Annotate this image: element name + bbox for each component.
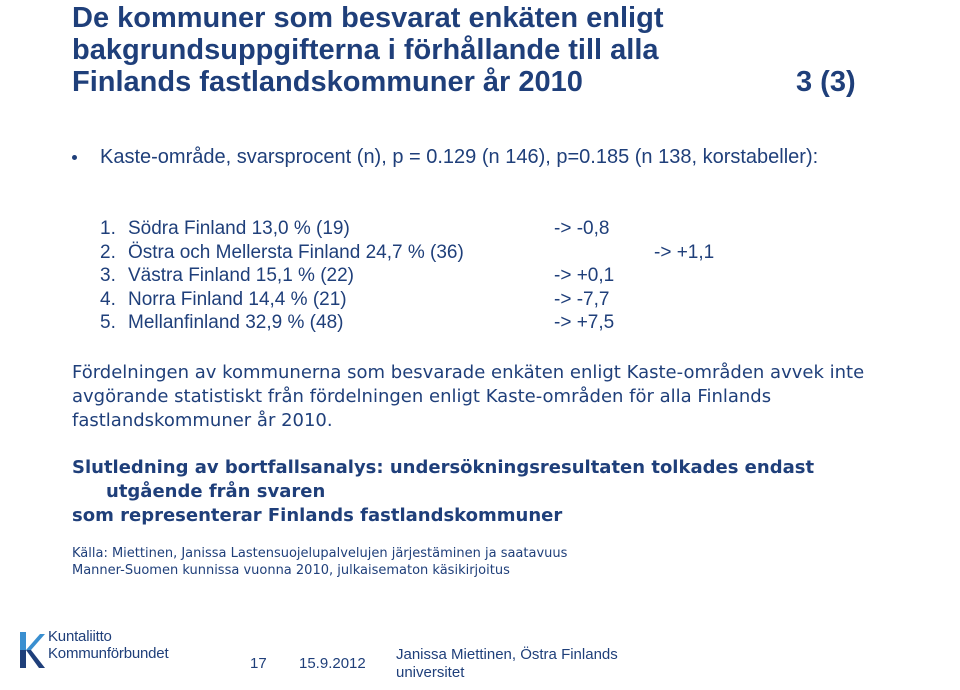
logo-line-2: Kommunförbundet	[48, 645, 169, 662]
slide-title: De kommuner som besvarat enkäten enligt …	[72, 2, 902, 98]
region-number: 5.	[100, 312, 116, 333]
source-line-1: Källa: Miettinen, Janissa Lastensuojelup…	[72, 546, 568, 561]
region-number: 1.	[100, 218, 116, 239]
kuntaliitto-logo: Kuntaliitto Kommunförbundet	[18, 628, 188, 672]
title-line-2: bakgrundsuppgifterna i förhållande till …	[72, 34, 659, 66]
region-delta: -> -0,8	[554, 218, 610, 239]
logo-line-1: Kuntaliitto	[48, 628, 112, 645]
conclusion-text: Slutledning av bortfallsanalys: undersök…	[72, 456, 942, 528]
region-number: 4.	[100, 288, 116, 310]
distribution-paragraph: Fördelningen av kommunerna som besvarade…	[72, 362, 865, 431]
region-delta: -> +1,1	[654, 241, 715, 263]
conclusion-line-3: som representerar Finlands fastlandskomm…	[72, 505, 563, 526]
region-item-2: 2. Östra och Mellersta Finland 24,7 % (3…	[100, 241, 800, 265]
region-delta: -> +0,1	[554, 265, 615, 286]
region-item-4: 4. Norra Finland 14,4 % (21) -> -7,7	[100, 288, 800, 312]
region-name: Östra och Mellersta Finland 24,7 % (36)	[128, 241, 464, 263]
kuntaliitto-logo-icon	[20, 632, 45, 668]
region-list: 1. Södra Finland 13,0 % (19) -> -0,8 2. …	[100, 217, 800, 335]
bullet-text: Kaste-område, svarsprocent (n), p = 0.12…	[100, 146, 819, 168]
region-number: 3.	[100, 265, 116, 286]
region-name: Södra Finland 13,0 % (19)	[128, 218, 350, 239]
region-delta: -> +7,5	[554, 312, 615, 333]
region-item-5: 5. Mellanfinland 32,9 % (48) -> +7,5	[100, 311, 800, 335]
region-item-1: 1. Södra Finland 13,0 % (19) -> -0,8	[100, 217, 800, 241]
source-line-2: Manner-Suomen kunnissa vuonna 2010, julk…	[72, 563, 510, 578]
title-page-count: 3 (3)	[796, 66, 856, 98]
source-citation: Källa: Miettinen, Janissa Lastensuojelup…	[72, 545, 932, 579]
title-line-1: De kommuner som besvarat enkäten enligt	[72, 2, 664, 34]
footer-author: Janissa Miettinen, Östra Finlands univer…	[396, 646, 618, 681]
title-line-3: Finlands fastlandskommuner år 2010	[72, 66, 583, 98]
region-name: Mellanfinland 32,9 % (48)	[128, 312, 344, 333]
footer-page-number: 17	[250, 655, 267, 672]
footer-date: 15.9.2012	[299, 655, 366, 672]
conclusion-line-2: utgående från svaren	[106, 481, 326, 502]
bullet-dot-icon	[72, 155, 77, 160]
region-item-3: 3. Västra Finland 15,1 % (22) -> +0,1	[100, 264, 800, 288]
region-name: Västra Finland 15,1 % (22)	[128, 265, 355, 286]
region-number: 2.	[100, 241, 116, 263]
conclusion-line-1: Slutledning av bortfallsanalys: undersök…	[72, 457, 815, 478]
region-delta: -> -7,7	[554, 288, 610, 310]
logo-wordmark: Kuntaliitto Kommunförbundet	[48, 628, 169, 662]
region-name: Norra Finland 14,4 % (21)	[128, 288, 347, 310]
